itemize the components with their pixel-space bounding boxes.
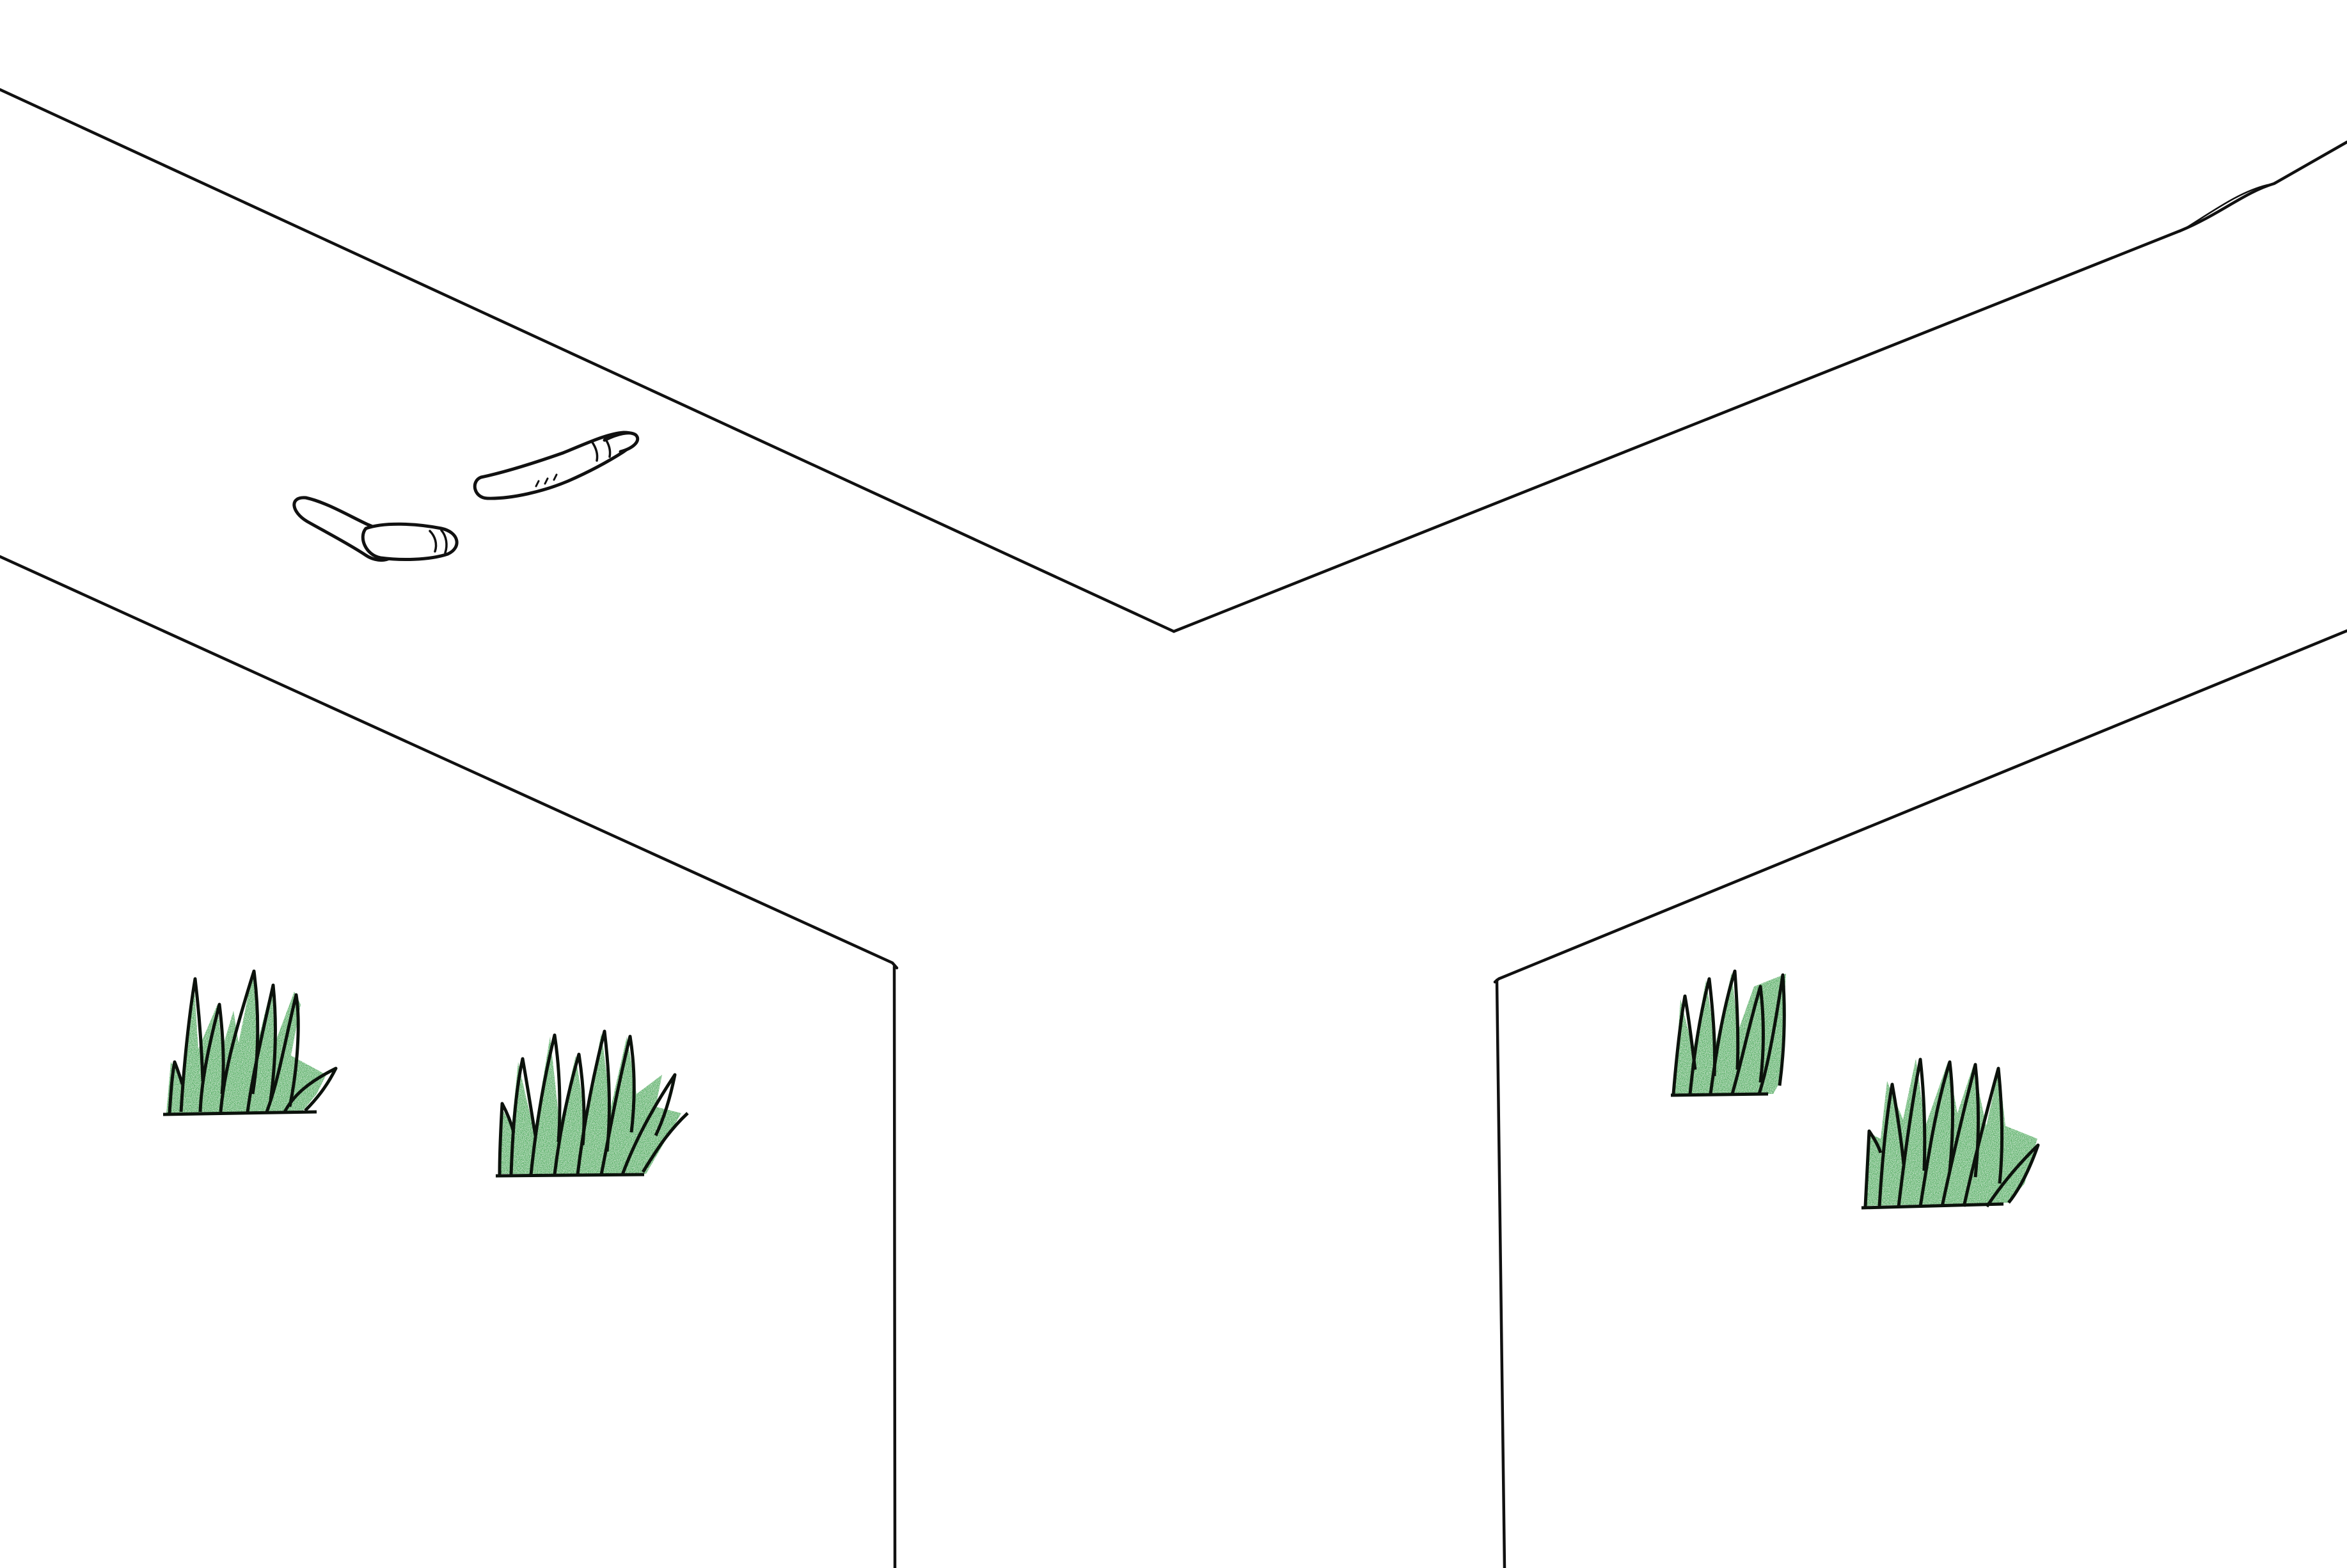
wall-edges: [0, 88, 2347, 1568]
left-wall-top-edge: [0, 88, 1176, 633]
grass-tuft-icon: [1861, 1057, 2040, 1210]
worm-icon: [292, 496, 459, 562]
left-wall-vertical-edge: [892, 965, 897, 1568]
worm-icon: [473, 431, 640, 500]
grass-tuft-icon: [1670, 969, 1786, 1097]
right-wall-vertical-edge: [1495, 978, 1506, 1568]
grass-tuft-icon: [495, 1029, 689, 1178]
worms-group: [292, 431, 640, 562]
grass-tuft-icon: [162, 969, 338, 1116]
right-wall-top-edge-sketch: [2179, 184, 2269, 233]
